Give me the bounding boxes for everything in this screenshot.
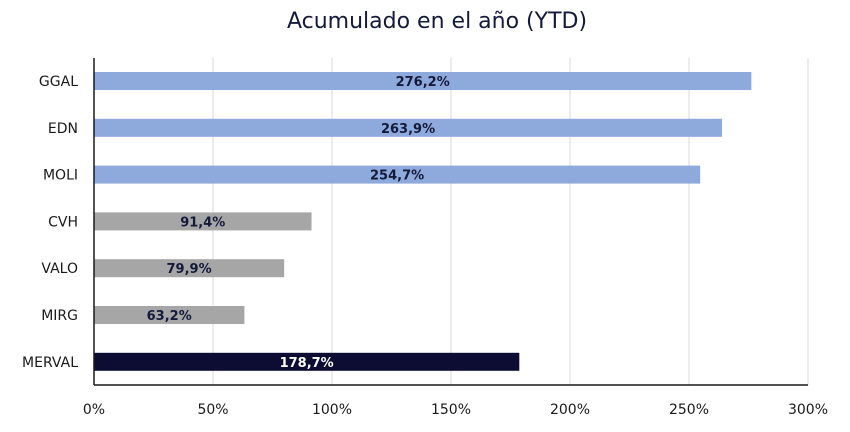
bar-mirg — [94, 306, 245, 324]
bar-valo — [94, 259, 285, 278]
grid-lines — [212, 58, 809, 385]
category-label: VALO — [41, 261, 78, 277]
bar-cvh — [94, 212, 312, 231]
x-tick-label: 250% — [669, 402, 709, 418]
x-tick-label: 150% — [431, 402, 471, 418]
data-label: 263,9% — [381, 122, 435, 137]
data-label: 63,2% — [147, 309, 192, 324]
x-tick-label: 50% — [197, 402, 228, 418]
x-tick-label: 0% — [83, 402, 105, 418]
bar-merval — [94, 352, 520, 371]
category-label: EDN — [48, 121, 78, 137]
category-label: GGAL — [39, 74, 78, 90]
chart-title: Acumulado en el año (YTD) — [287, 9, 587, 34]
data-label: 91,4% — [180, 215, 225, 230]
data-label: 178,7% — [280, 356, 334, 371]
bars — [94, 72, 752, 371]
axes — [93, 58, 808, 386]
x-tick-label: 200% — [550, 402, 590, 418]
x-tick-label: 300% — [788, 402, 828, 418]
labels: 0% 50% 100% 150% 200% 250% 300% GGAL 276,2% EDN 26… — [22, 74, 828, 418]
bar-ggal — [94, 72, 752, 90]
category-label: MOLI — [43, 168, 78, 184]
data-label: 79,9% — [167, 262, 212, 277]
bar-edn — [94, 118, 723, 137]
category-label: MERVAL — [22, 355, 78, 371]
category-label: CVH — [48, 214, 78, 230]
data-label: 254,7% — [370, 169, 424, 184]
data-label: 276,2% — [396, 75, 450, 90]
bar-moli — [94, 165, 701, 184]
x-tick-label: 100% — [312, 402, 352, 418]
category-label: MIRG — [41, 308, 78, 324]
